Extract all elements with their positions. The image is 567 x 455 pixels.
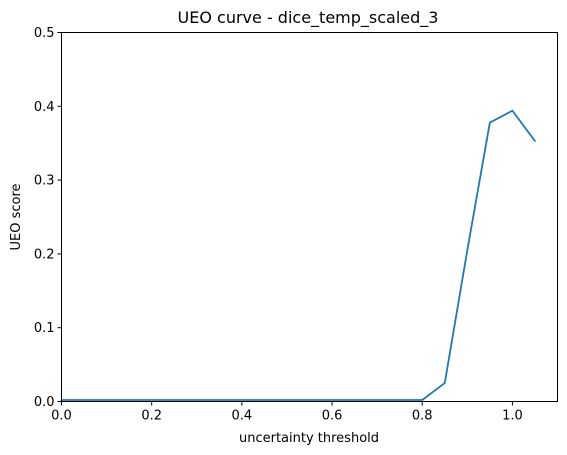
y-tick-label: 0.4: [34, 100, 55, 115]
x-axis: 0.0 0.2 0.4 0.6 0.8 1.0: [51, 401, 523, 424]
y-tick-label: 0.3: [34, 174, 55, 189]
plot-area: [60, 109, 536, 401]
x-axis-label: uncertainty threshold: [239, 431, 379, 446]
y-tick-label: 0.2: [34, 247, 55, 262]
y-axis-label: UEO score: [9, 183, 24, 250]
x-tick-label: 0.2: [141, 409, 162, 424]
plot-frame: [61, 32, 558, 402]
chart-title: UEO curve - dice_temp_scaled_3: [178, 8, 439, 28]
x-tick-label: 1.0: [502, 409, 523, 424]
series-line-0: [60, 109, 536, 401]
x-tick-label: 0.6: [322, 409, 343, 424]
y-tick-label: 0.5: [34, 26, 55, 41]
x-tick-label: 0.4: [232, 409, 253, 424]
y-tick-label: 0.1: [34, 321, 55, 336]
y-axis: 0.0 0.1 0.2 0.3 0.4 0.5: [34, 26, 62, 410]
x-tick-label: 0.8: [412, 409, 433, 424]
x-tick-label: 0.0: [51, 409, 72, 424]
y-tick-label: 0.0: [34, 395, 55, 410]
